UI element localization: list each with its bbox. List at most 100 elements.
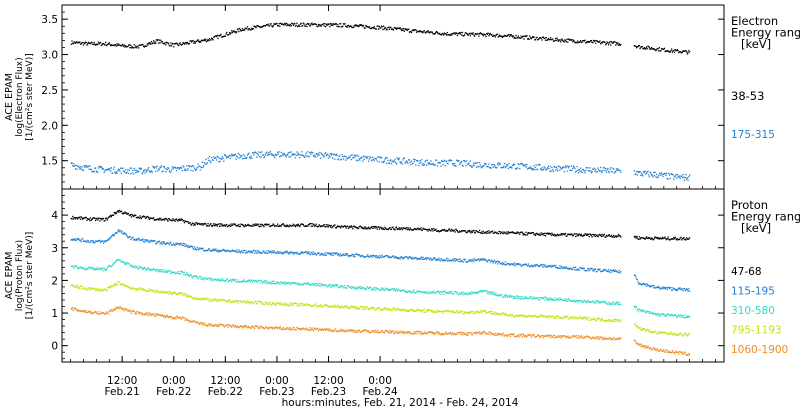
- data-point: [114, 213, 116, 215]
- data-point: [98, 240, 100, 242]
- data-point: [327, 23, 329, 25]
- data-point: [195, 298, 197, 300]
- data-point: [509, 294, 512, 297]
- data-point: [286, 225, 288, 228]
- data-point: [116, 284, 118, 286]
- data-point: [112, 285, 114, 287]
- data-point: [392, 226, 394, 228]
- data-point: [160, 291, 163, 293]
- data-point: [398, 227, 401, 229]
- data-point: [489, 292, 491, 294]
- data-point: [564, 233, 566, 236]
- data-point: [684, 289, 686, 291]
- data-point: [98, 268, 100, 271]
- data-point: [257, 252, 259, 254]
- data-point: [128, 169, 130, 172]
- data-point: [650, 238, 652, 241]
- data-point: [236, 155, 238, 157]
- data-point: [415, 291, 418, 293]
- data-point: [491, 34, 493, 36]
- data-point: [147, 167, 150, 169]
- data-point: [455, 165, 457, 167]
- data-point: [274, 153, 277, 156]
- data-point: [561, 266, 563, 268]
- data-point: [475, 292, 477, 294]
- data-point: [436, 309, 439, 312]
- data-point: [372, 254, 374, 257]
- data-point: [382, 256, 384, 258]
- data-point: [94, 219, 97, 222]
- data-point: [471, 292, 474, 295]
- data-point: [486, 32, 488, 35]
- data-point: [536, 168, 538, 170]
- data-point: [329, 305, 332, 308]
- data-point: [546, 233, 548, 235]
- data-point: [343, 254, 345, 257]
- data-point: [304, 251, 306, 254]
- data-point: [551, 167, 553, 169]
- data-point: [393, 289, 395, 292]
- data-point: [376, 25, 378, 27]
- data-point: [481, 167, 483, 169]
- data-point: [438, 32, 441, 35]
- data-point: [354, 156, 356, 158]
- data-point: [372, 27, 374, 29]
- data-point: [370, 27, 373, 30]
- data-point: [595, 42, 597, 44]
- data-point: [442, 312, 444, 314]
- data-point: [657, 176, 659, 178]
- data-point: [558, 39, 560, 41]
- data-point: [72, 239, 74, 241]
- data-point: [254, 151, 256, 154]
- data-point: [547, 265, 549, 268]
- data-point: [684, 50, 686, 52]
- data-point: [293, 251, 295, 254]
- data-point: [273, 154, 275, 157]
- data-point: [601, 301, 603, 303]
- data-point: [200, 223, 203, 225]
- data-point: [170, 169, 173, 171]
- data-point: [410, 164, 412, 166]
- data-point: [554, 40, 556, 42]
- data-point: [518, 232, 520, 234]
- data-point: [205, 277, 207, 280]
- data-point: [305, 152, 307, 154]
- data-point: [412, 257, 414, 260]
- data-point: [376, 288, 378, 290]
- series-proton-0: [70, 209, 691, 241]
- data-point: [242, 29, 244, 31]
- data-point: [588, 270, 590, 272]
- data-point: [128, 263, 130, 265]
- data-point: [185, 169, 187, 172]
- data-point: [489, 32, 492, 35]
- data-point: [461, 292, 464, 294]
- data-point: [378, 25, 380, 28]
- data-point: [433, 292, 436, 294]
- data-point: [382, 161, 385, 164]
- data-point: [115, 212, 118, 215]
- data-point: [674, 314, 676, 316]
- data-point: [308, 304, 310, 306]
- data-point: [500, 35, 502, 38]
- data-point: [620, 271, 622, 273]
- data-point: [352, 286, 354, 289]
- data-point: [92, 43, 94, 45]
- data-point: [274, 23, 276, 26]
- data-point: [178, 273, 180, 275]
- data-point: [82, 266, 84, 269]
- data-point: [154, 268, 156, 271]
- data-point: [72, 162, 75, 165]
- data-point: [405, 28, 408, 30]
- data-point: [208, 248, 211, 250]
- data-point: [557, 39, 559, 41]
- data-point: [281, 23, 283, 25]
- data-point: [241, 301, 243, 304]
- data-point: [344, 252, 347, 255]
- data-point: [472, 292, 474, 294]
- data-point: [683, 50, 686, 52]
- data-point: [572, 39, 575, 41]
- data-point: [93, 171, 95, 173]
- data-point: [184, 292, 186, 295]
- y-tick-label: 2.5: [41, 85, 58, 97]
- data-point: [490, 34, 492, 36]
